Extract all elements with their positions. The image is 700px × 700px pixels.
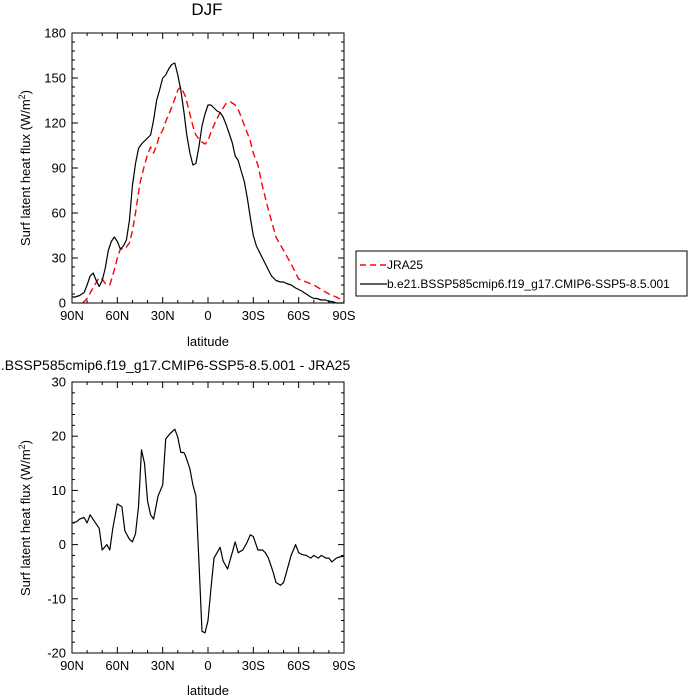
top-plot-frame (71, 32, 345, 304)
top-y-tick-label: 0 (59, 296, 66, 311)
top-y-tick-label: 150 (44, 71, 66, 86)
bottom-x-tick-label: 60N (105, 658, 129, 673)
top-y-tick-label: 180 (44, 26, 66, 41)
top-x-tick-label: 90N (60, 308, 84, 323)
bottom-y-tick-label: 0 (59, 537, 66, 552)
top-y-tick-label: 120 (44, 116, 66, 131)
bottom-chart-title: b.e21.BSSP585cmip6.f19_g17.CMIP6-SSP5-8.… (0, 357, 350, 373)
top-series-line-0 (82, 86, 345, 304)
bottom-x-tick-label: 60S (287, 658, 310, 673)
bottom-y-tick-label: 30 (52, 375, 66, 390)
top-x-tick-label: 30N (151, 308, 175, 323)
bottom-y-axis-label: Surf latent heat flux (W/m2) (17, 440, 33, 596)
bottom-y-tick-label: -20 (47, 646, 66, 661)
bottom-chart: b.e21.BSSP585cmip6.f19_g17.CMIP6-SSP5-8.… (0, 357, 356, 698)
bottom-x-tick-label: 30N (151, 658, 175, 673)
top-x-tick-label: 60S (287, 308, 310, 323)
bottom-series-line-0 (71, 428, 344, 634)
top-x-tick-label: 60N (105, 308, 129, 323)
top-chart-title: DJF (191, 0, 222, 19)
bottom-y-tick-label: -10 (47, 591, 66, 606)
top-y-tick-label: 60 (52, 206, 66, 221)
legend-label-jra25: JRA25 (387, 258, 423, 272)
legend-label-model: b.e21.BSSP585cmip6.f19_g17.CMIP6-SSP5-8.… (387, 277, 670, 291)
bottom-x-tick-label: 30S (242, 658, 265, 673)
bottom-y-tick-label: 10 (52, 483, 66, 498)
top-x-tick-label: 30S (242, 308, 265, 323)
bottom-y-tick-label: 20 (52, 429, 66, 444)
legend-box (355, 250, 688, 297)
top-y-tick-label: 90 (52, 161, 66, 176)
top-chart: DJF 90N 60N 30N 0 30S 60S 90S0306090120150180 … (17, 0, 356, 349)
top-series-line-1 (72, 62, 344, 304)
bottom-x-tick-label: 90N (60, 658, 84, 673)
legend: JRA25 b.e21.BSSP585cmip6.f19_g17.CMIP6-S… (355, 250, 688, 297)
bottom-plot-frame (71, 381, 345, 654)
top-y-tick-label: 30 (52, 251, 66, 266)
bottom-x-tick-label: 90S (332, 658, 355, 673)
top-x-axis-label: latitude (187, 334, 229, 349)
top-y-axis-label: Surf latent heat flux (W/m2) (17, 90, 33, 246)
bottom-x-tick-label: 0 (204, 658, 211, 673)
top-x-tick-label: 0 (204, 308, 211, 323)
bottom-x-axis-label: latitude (187, 683, 229, 698)
top-x-tick-label: 90S (332, 308, 355, 323)
